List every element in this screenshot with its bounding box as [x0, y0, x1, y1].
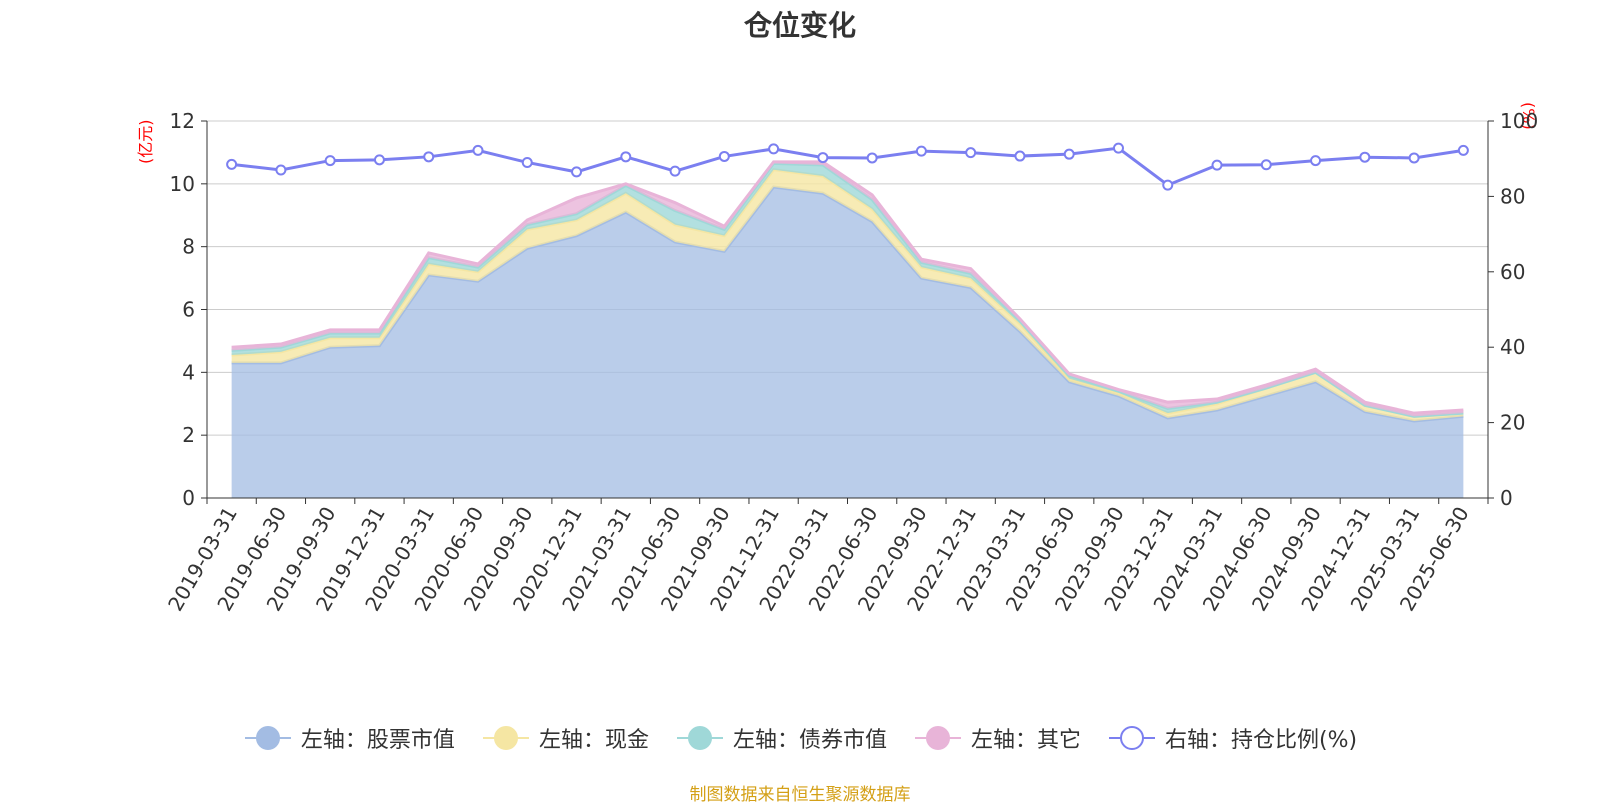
- legend-label: 右轴：持仓比例(%): [1164, 728, 1358, 753]
- ratio-point: [669, 165, 681, 177]
- ratio-point: [965, 147, 977, 159]
- legend-marker-icon: [482, 726, 529, 750]
- legend-marker-icon: [914, 726, 961, 750]
- ratio-point: [915, 145, 927, 157]
- area-1: [231, 186, 1464, 498]
- legend-marker-icon: [1108, 726, 1155, 750]
- legend-label: 左轴：现金: [538, 728, 649, 753]
- ratio-point: [718, 150, 730, 162]
- area-2: [231, 169, 1464, 422]
- ratio-point: [521, 156, 533, 168]
- right-tick-label: 60: [1500, 260, 1525, 284]
- legend-label: 左轴：债券市值: [732, 728, 887, 753]
- legend-item-5[interactable]: 右轴：持仓比例(%): [1107, 722, 1357, 754]
- chart-legend: 左轴：股票市值 左轴：现金 左轴：债券市值 左轴：其它 右轴：持仓比例(%): [0, 722, 1600, 754]
- chart-title: 仓位变化: [743, 9, 856, 42]
- area-3: [231, 163, 1464, 417]
- left-tick-label: 2: [182, 423, 195, 447]
- source-footer: 制图数据来自恒生聚源数据库: [689, 785, 911, 805]
- legend-item-2[interactable]: 左轴：现金: [481, 722, 649, 754]
- left-tick-label: 6: [182, 298, 195, 322]
- left-tick-label: 0: [182, 486, 195, 510]
- ratio-point: [1408, 152, 1420, 164]
- ratio-point: [1162, 179, 1174, 191]
- right-tick-label: 0: [1500, 486, 1513, 510]
- ratio-point: [1063, 148, 1075, 160]
- ratio-point: [768, 143, 780, 155]
- ratio-point: [1457, 144, 1469, 156]
- legend-item-1[interactable]: 左轴：股票市值: [243, 722, 455, 754]
- legend-label: 左轴：其它: [970, 728, 1081, 753]
- legend-marker-icon: [676, 726, 723, 750]
- ratio-point: [275, 164, 287, 176]
- legend-marker-icon: [244, 726, 291, 750]
- ratio-point: [620, 151, 632, 163]
- left-tick-label: 12: [170, 109, 195, 133]
- right-tick-label: 80: [1500, 184, 1525, 208]
- ratio-point: [817, 152, 829, 164]
- ratio-point: [1359, 151, 1371, 163]
- ratio-point: [1310, 155, 1322, 167]
- ratio-point: [226, 158, 238, 170]
- ratio-point: [1112, 142, 1124, 154]
- ratio-point: [324, 155, 336, 167]
- area-line-4: [231, 160, 1464, 415]
- left-tick-label: 4: [182, 360, 195, 384]
- legend-label: 左轴：股票市值: [300, 728, 455, 753]
- ratio-point: [1014, 150, 1026, 162]
- ratio-point: [1260, 159, 1272, 171]
- ratio-point: [472, 144, 484, 156]
- ratio-point: [866, 152, 878, 164]
- ratio-point: [423, 151, 435, 163]
- ratio-point: [1211, 159, 1223, 171]
- right-tick-label: 40: [1500, 335, 1525, 359]
- ratio-point: [571, 166, 583, 178]
- ratio-line: [231, 146, 1464, 187]
- left-tick-label: 8: [182, 235, 195, 259]
- ratio-point: [373, 154, 385, 166]
- legend-item-4[interactable]: 左轴：其它: [913, 722, 1081, 754]
- left-tick-label: 10: [170, 172, 195, 196]
- right-tick-label: 20: [1500, 411, 1525, 435]
- right-tick-label: 100: [1500, 109, 1538, 133]
- legend-item-3[interactable]: 左轴：债券市值: [675, 722, 887, 754]
